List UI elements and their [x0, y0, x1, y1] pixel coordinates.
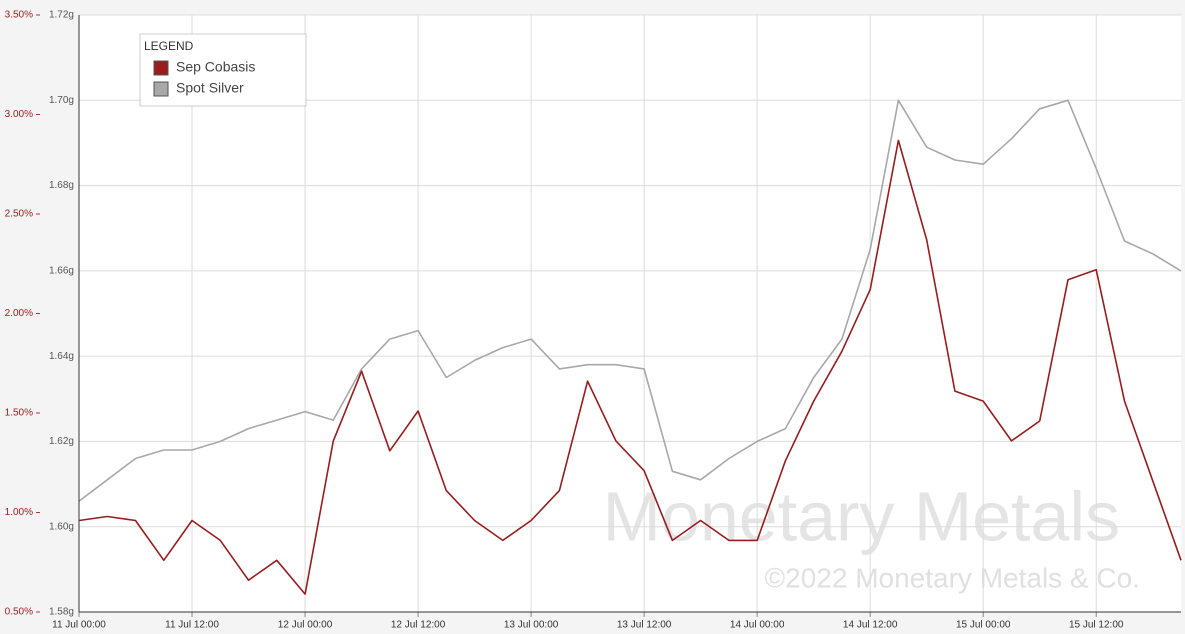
x-tick-label: 13 Jul 12:00 [617, 620, 672, 631]
x-tick-label: 14 Jul 12:00 [843, 620, 898, 631]
x-tick-label: 12 Jul 00:00 [278, 620, 333, 631]
x-tick-label: 14 Jul 00:00 [730, 620, 785, 631]
series-line [78, 99, 1182, 502]
y2-tick-label: 1.58g [49, 607, 74, 618]
y2-tick-label: 1.66g [49, 265, 74, 276]
y2-tick-label: 1.64g [49, 351, 74, 362]
y-tick-label: 3.50% [5, 10, 33, 21]
lines [78, 99, 1182, 595]
plot-area [79, 15, 1181, 612]
y2-tick-label: 1.70g [49, 95, 74, 106]
legend: LEGEND Sep Cobasis Spot Silver [139, 33, 307, 107]
x-tick-label: 15 Jul 00:00 [956, 620, 1011, 631]
legend-swatch [153, 60, 169, 76]
x-tick-label: 12 Jul 12:00 [391, 620, 446, 631]
y-tick-label: 3.00% [5, 109, 33, 120]
legend-label: Sep Cobasis [176, 59, 255, 75]
y2-tick-label: 1.72g [49, 10, 74, 21]
x-tick-label: 13 Jul 00:00 [504, 620, 559, 631]
y-tick-label: 1.00% [5, 507, 33, 518]
x-tick-label: 11 Jul 00:00 [52, 620, 106, 631]
y-tick-label: 0.50% [5, 607, 33, 618]
y2-tick-label: 1.60g [49, 521, 74, 532]
watermark: Monetary Metals [603, 477, 1120, 555]
y2-tick-label: 1.68g [49, 180, 74, 191]
y-tick-label: 1.50% [5, 408, 33, 419]
x-tick-label: 15 Jul 12:00 [1069, 620, 1124, 631]
legend-title: LEGEND [144, 39, 194, 53]
x-tick-label: 11 Jul 12:00 [165, 620, 219, 631]
y2-tick-label: 1.62g [49, 436, 74, 447]
watermark-copyright: ©2022 Monetary Metals & Co. [765, 562, 1140, 593]
legend-swatch [153, 81, 169, 97]
y-tick-label: 2.50% [5, 209, 33, 220]
legend-label: Spot Silver [176, 80, 244, 96]
series-line [78, 139, 1182, 595]
axes: 11 Jul 00:00 11 Jul 12:00 12 Jul 00:00 12 J… [5, 10, 1181, 631]
y-tick-label: 2.00% [5, 308, 33, 319]
